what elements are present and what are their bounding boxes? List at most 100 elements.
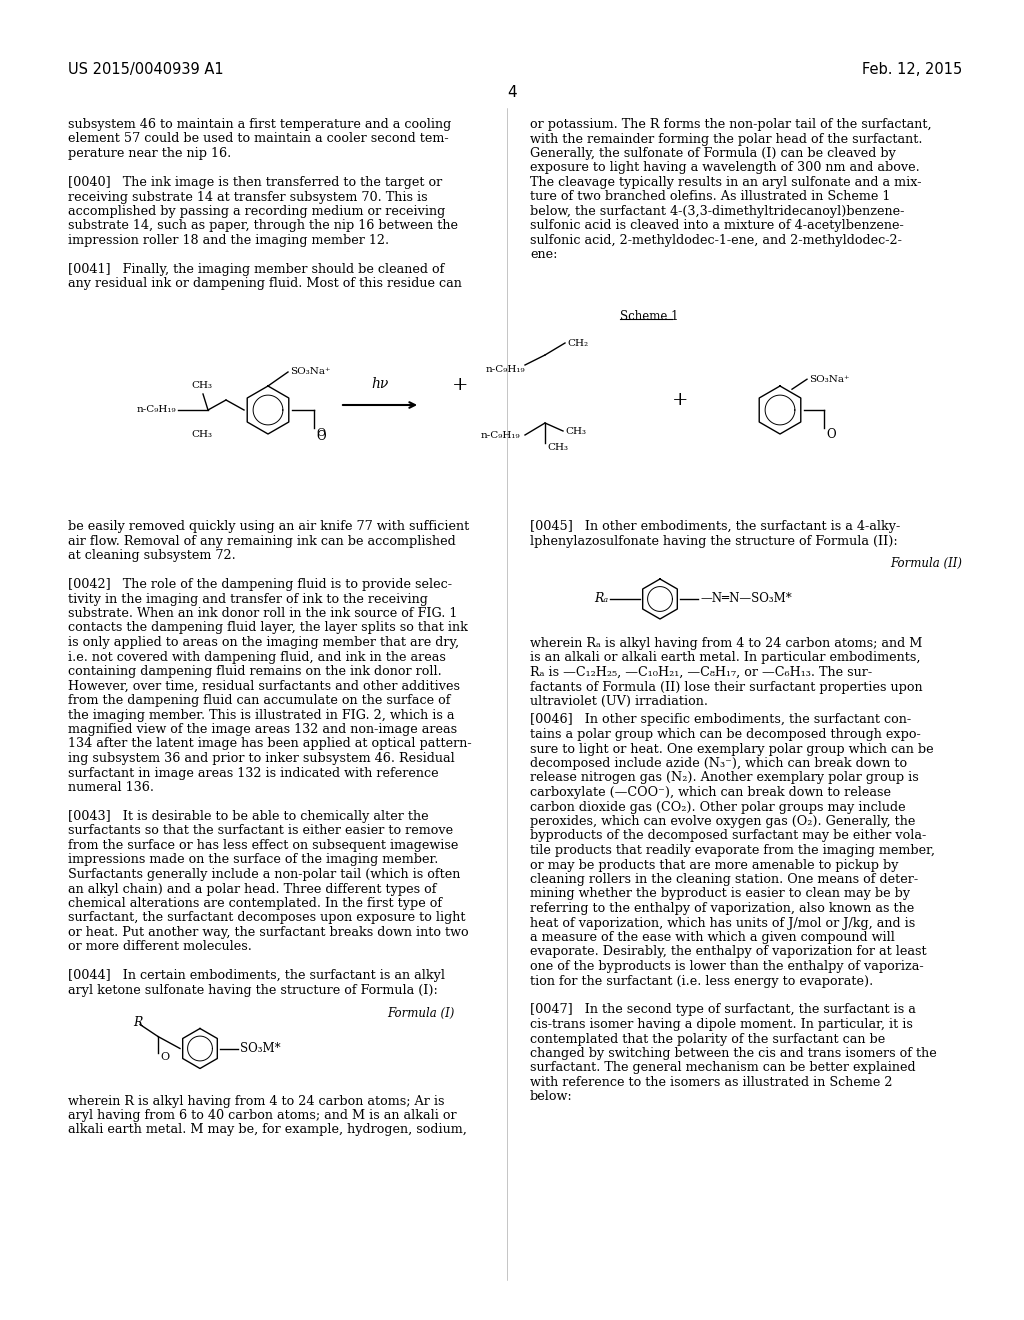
Text: n-C₉H₁₉: n-C₉H₁₉	[485, 366, 525, 375]
Text: below, the surfactant 4-(3,3-dimethyltridecanoyl)benzene-: below, the surfactant 4-(3,3-dimethyltri…	[530, 205, 904, 218]
Text: impressions made on the surface of the imaging member.: impressions made on the surface of the i…	[68, 854, 438, 866]
Text: or potassium. The R forms the non-polar tail of the surfactant,: or potassium. The R forms the non-polar …	[530, 117, 932, 131]
Text: [0040]   The ink image is then transferred to the target or: [0040] The ink image is then transferred…	[68, 176, 442, 189]
Text: Formula (II): Formula (II)	[890, 557, 962, 570]
Text: 134 after the latent image has been applied at optical pattern-: 134 after the latent image has been appl…	[68, 738, 472, 751]
Text: O: O	[826, 428, 836, 441]
Text: peroxides, which can evolve oxygen gas (O₂). Generally, the: peroxides, which can evolve oxygen gas (…	[530, 814, 915, 828]
Text: at cleaning subsystem 72.: at cleaning subsystem 72.	[68, 549, 236, 562]
Text: surfactant in image areas 132 is indicated with reference: surfactant in image areas 132 is indicat…	[68, 767, 438, 780]
Text: wherein R is alkyl having from 4 to 24 carbon atoms; Ar is: wherein R is alkyl having from 4 to 24 c…	[68, 1094, 444, 1107]
Text: n-C₉H₁₉: n-C₉H₁₉	[136, 405, 176, 414]
Text: wherein Rₐ is alkyl having from 4 to 24 carbon atoms; and M: wherein Rₐ is alkyl having from 4 to 24 …	[530, 638, 923, 649]
Text: carboxylate (—COO⁻), which can break down to release: carboxylate (—COO⁻), which can break dow…	[530, 785, 891, 799]
Text: [0046]   In other specific embodiments, the surfactant con-: [0046] In other specific embodiments, th…	[530, 714, 911, 726]
Text: surfactant, the surfactant decomposes upon exposure to light: surfactant, the surfactant decomposes up…	[68, 912, 466, 924]
Text: ing subsystem 36 and prior to inker subsystem 46. Residual: ing subsystem 36 and prior to inker subs…	[68, 752, 455, 766]
Text: Surfactants generally include a non-polar tail (which is often: Surfactants generally include a non-pola…	[68, 869, 461, 880]
Text: SO₃Na⁺: SO₃Na⁺	[809, 375, 850, 384]
Text: 4: 4	[507, 84, 517, 100]
Text: sulfonic acid is cleaved into a mixture of 4-acetylbenzene-: sulfonic acid is cleaved into a mixture …	[530, 219, 904, 232]
Text: Feb. 12, 2015: Feb. 12, 2015	[862, 62, 962, 77]
Text: numeral 136.: numeral 136.	[68, 781, 154, 795]
Text: any residual ink or dampening fluid. Most of this residue can: any residual ink or dampening fluid. Mos…	[68, 277, 462, 290]
Text: tains a polar group which can be decomposed through expo-: tains a polar group which can be decompo…	[530, 729, 921, 741]
Text: sulfonic acid, 2-methyldodec-1-ene, and 2-methyldodec-2-: sulfonic acid, 2-methyldodec-1-ene, and …	[530, 234, 902, 247]
Text: n-C₉H₁₉: n-C₉H₁₉	[480, 430, 520, 440]
Text: tile products that readily evaporate from the imaging member,: tile products that readily evaporate fro…	[530, 843, 935, 857]
Text: carbon dioxide gas (CO₂). Other polar groups may include: carbon dioxide gas (CO₂). Other polar gr…	[530, 800, 905, 813]
Text: O: O	[316, 430, 326, 444]
Text: sure to light or heat. One exemplary polar group which can be: sure to light or heat. One exemplary pol…	[530, 742, 934, 755]
Text: [0044]   In certain embodiments, the surfactant is an alkyl: [0044] In certain embodiments, the surfa…	[68, 969, 445, 982]
Text: containing dampening fluid remains on the ink donor roll.: containing dampening fluid remains on th…	[68, 665, 441, 678]
Text: magnified view of the image areas 132 and non-image areas: magnified view of the image areas 132 an…	[68, 723, 457, 737]
Text: evaporate. Desirably, the enthalpy of vaporization for at least: evaporate. Desirably, the enthalpy of va…	[530, 945, 927, 958]
Text: or more different molecules.: or more different molecules.	[68, 940, 252, 953]
Text: or heat. Put another way, the surfactant breaks down into two: or heat. Put another way, the surfactant…	[68, 927, 469, 939]
Text: alkali earth metal. M may be, for example, hydrogen, sodium,: alkali earth metal. M may be, for exampl…	[68, 1123, 467, 1137]
Text: [0047]   In the second type of surfactant, the surfactant is a: [0047] In the second type of surfactant,…	[530, 1003, 915, 1016]
Text: surfactant. The general mechanism can be better explained: surfactant. The general mechanism can be…	[530, 1061, 915, 1074]
Text: factants of Formula (II) lose their surfactant properties upon: factants of Formula (II) lose their surf…	[530, 681, 923, 693]
Text: CH₃: CH₃	[191, 381, 213, 389]
Text: below:: below:	[530, 1090, 572, 1104]
Text: O: O	[316, 428, 326, 438]
Text: mining whether the byproduct is easier to clean may be by: mining whether the byproduct is easier t…	[530, 887, 910, 900]
Text: Rₐ is —C₁₂H₂₅, —C₁₀H₂₁, —C₈H₁₇, or —C₆H₁₃. The sur-: Rₐ is —C₁₂H₂₅, —C₁₀H₂₁, —C₈H₁₇, or —C₆H₁…	[530, 667, 872, 678]
Text: [0045]   In other embodiments, the surfactant is a 4-alky-: [0045] In other embodiments, the surfact…	[530, 520, 900, 533]
Text: Generally, the sulfonate of Formula (I) can be cleaved by: Generally, the sulfonate of Formula (I) …	[530, 147, 896, 160]
Text: is an alkali or alkali earth metal. In particular embodiments,: is an alkali or alkali earth metal. In p…	[530, 652, 921, 664]
Text: surfactants so that the surfactant is either easier to remove: surfactants so that the surfactant is ei…	[68, 825, 454, 837]
Text: O: O	[160, 1052, 169, 1063]
Text: [0043]   It is desirable to be able to chemically alter the: [0043] It is desirable to be able to che…	[68, 810, 429, 822]
Text: R: R	[133, 1016, 142, 1030]
Text: perature near the nip 16.: perature near the nip 16.	[68, 147, 231, 160]
Text: ene:: ene:	[530, 248, 557, 261]
Text: an alkyl chain) and a polar head. Three different types of: an alkyl chain) and a polar head. Three …	[68, 883, 436, 895]
Text: [0042]   The role of the dampening fluid is to provide selec-: [0042] The role of the dampening fluid i…	[68, 578, 452, 591]
Text: element 57 could be used to maintain a cooler second tem-: element 57 could be used to maintain a c…	[68, 132, 449, 145]
Text: CH₃: CH₃	[547, 444, 568, 451]
Text: referring to the enthalpy of vaporization, also known as the: referring to the enthalpy of vaporizatio…	[530, 902, 914, 915]
Text: tion for the surfactant (i.e. less energy to evaporate).: tion for the surfactant (i.e. less energ…	[530, 974, 873, 987]
Text: aryl having from 6 to 40 carbon atoms; and M is an alkali or: aryl having from 6 to 40 carbon atoms; a…	[68, 1109, 457, 1122]
Text: from the dampening fluid can accumulate on the surface of: from the dampening fluid can accumulate …	[68, 694, 451, 708]
Text: be easily removed quickly using an air knife 77 with sufficient: be easily removed quickly using an air k…	[68, 520, 469, 533]
Text: hν: hν	[372, 378, 389, 391]
Text: impression roller 18 and the imaging member 12.: impression roller 18 and the imaging mem…	[68, 234, 389, 247]
Text: receiving substrate 14 at transfer subsystem 70. This is: receiving substrate 14 at transfer subsy…	[68, 190, 428, 203]
Text: aryl ketone sulfonate having the structure of Formula (I):: aryl ketone sulfonate having the structu…	[68, 983, 438, 997]
Text: +: +	[672, 391, 688, 409]
Text: is only applied to areas on the imaging member that are dry,: is only applied to areas on the imaging …	[68, 636, 459, 649]
Text: with the remainder forming the polar head of the surfactant.: with the remainder forming the polar hea…	[530, 132, 923, 145]
Text: substrate. When an ink donor roll in the ink source of FIG. 1: substrate. When an ink donor roll in the…	[68, 607, 458, 620]
Text: contemplated that the polarity of the surfactant can be: contemplated that the polarity of the su…	[530, 1032, 886, 1045]
Text: with reference to the isomers as illustrated in Scheme 2: with reference to the isomers as illustr…	[530, 1076, 893, 1089]
Text: US 2015/0040939 A1: US 2015/0040939 A1	[68, 62, 223, 77]
Text: decomposed include azide (N₃⁻), which can break down to: decomposed include azide (N₃⁻), which ca…	[530, 756, 907, 770]
Text: Scheme 1: Scheme 1	[620, 310, 679, 323]
Text: +: +	[452, 376, 468, 393]
Text: However, over time, residual surfactants and other additives: However, over time, residual surfactants…	[68, 680, 460, 693]
Text: tivity in the imaging and transfer of ink to the receiving: tivity in the imaging and transfer of in…	[68, 593, 428, 606]
Text: changed by switching between the cis and trans isomers of the: changed by switching between the cis and…	[530, 1047, 937, 1060]
Text: SO₃M*: SO₃M*	[240, 1041, 281, 1055]
Text: chemical alterations are contemplated. In the first type of: chemical alterations are contemplated. I…	[68, 898, 442, 909]
Text: [0041]   Finally, the imaging member should be cleaned of: [0041] Finally, the imaging member shoul…	[68, 263, 444, 276]
Text: accomplished by passing a recording medium or receiving: accomplished by passing a recording medi…	[68, 205, 445, 218]
Text: release nitrogen gas (N₂). Another exemplary polar group is: release nitrogen gas (N₂). Another exemp…	[530, 771, 919, 784]
Text: from the surface or has less effect on subsequent imagewise: from the surface or has less effect on s…	[68, 840, 459, 851]
Text: ultraviolet (UV) irradiation.: ultraviolet (UV) irradiation.	[530, 696, 708, 708]
Text: i.e. not covered with dampening fluid, and ink in the areas: i.e. not covered with dampening fluid, a…	[68, 651, 445, 664]
Text: ture of two branched olefins. As illustrated in Scheme 1: ture of two branched olefins. As illustr…	[530, 190, 891, 203]
Text: heat of vaporization, which has units of J/mol or J/kg, and is: heat of vaporization, which has units of…	[530, 916, 915, 929]
Text: cleaning rollers in the cleaning station. One means of deter-: cleaning rollers in the cleaning station…	[530, 873, 919, 886]
Text: —N═N—SO₃M*: —N═N—SO₃M*	[700, 593, 792, 606]
Text: exposure to light having a wavelength of 300 nm and above.: exposure to light having a wavelength of…	[530, 161, 920, 174]
Text: CH₃: CH₃	[565, 426, 586, 436]
Text: contacts the dampening fluid layer, the layer splits so that ink: contacts the dampening fluid layer, the …	[68, 622, 468, 635]
Text: subsystem 46 to maintain a first temperature and a cooling: subsystem 46 to maintain a first tempera…	[68, 117, 452, 131]
Text: SO₃Na⁺: SO₃Na⁺	[290, 367, 331, 376]
Text: a measure of the ease with which a given compound will: a measure of the ease with which a given…	[530, 931, 895, 944]
